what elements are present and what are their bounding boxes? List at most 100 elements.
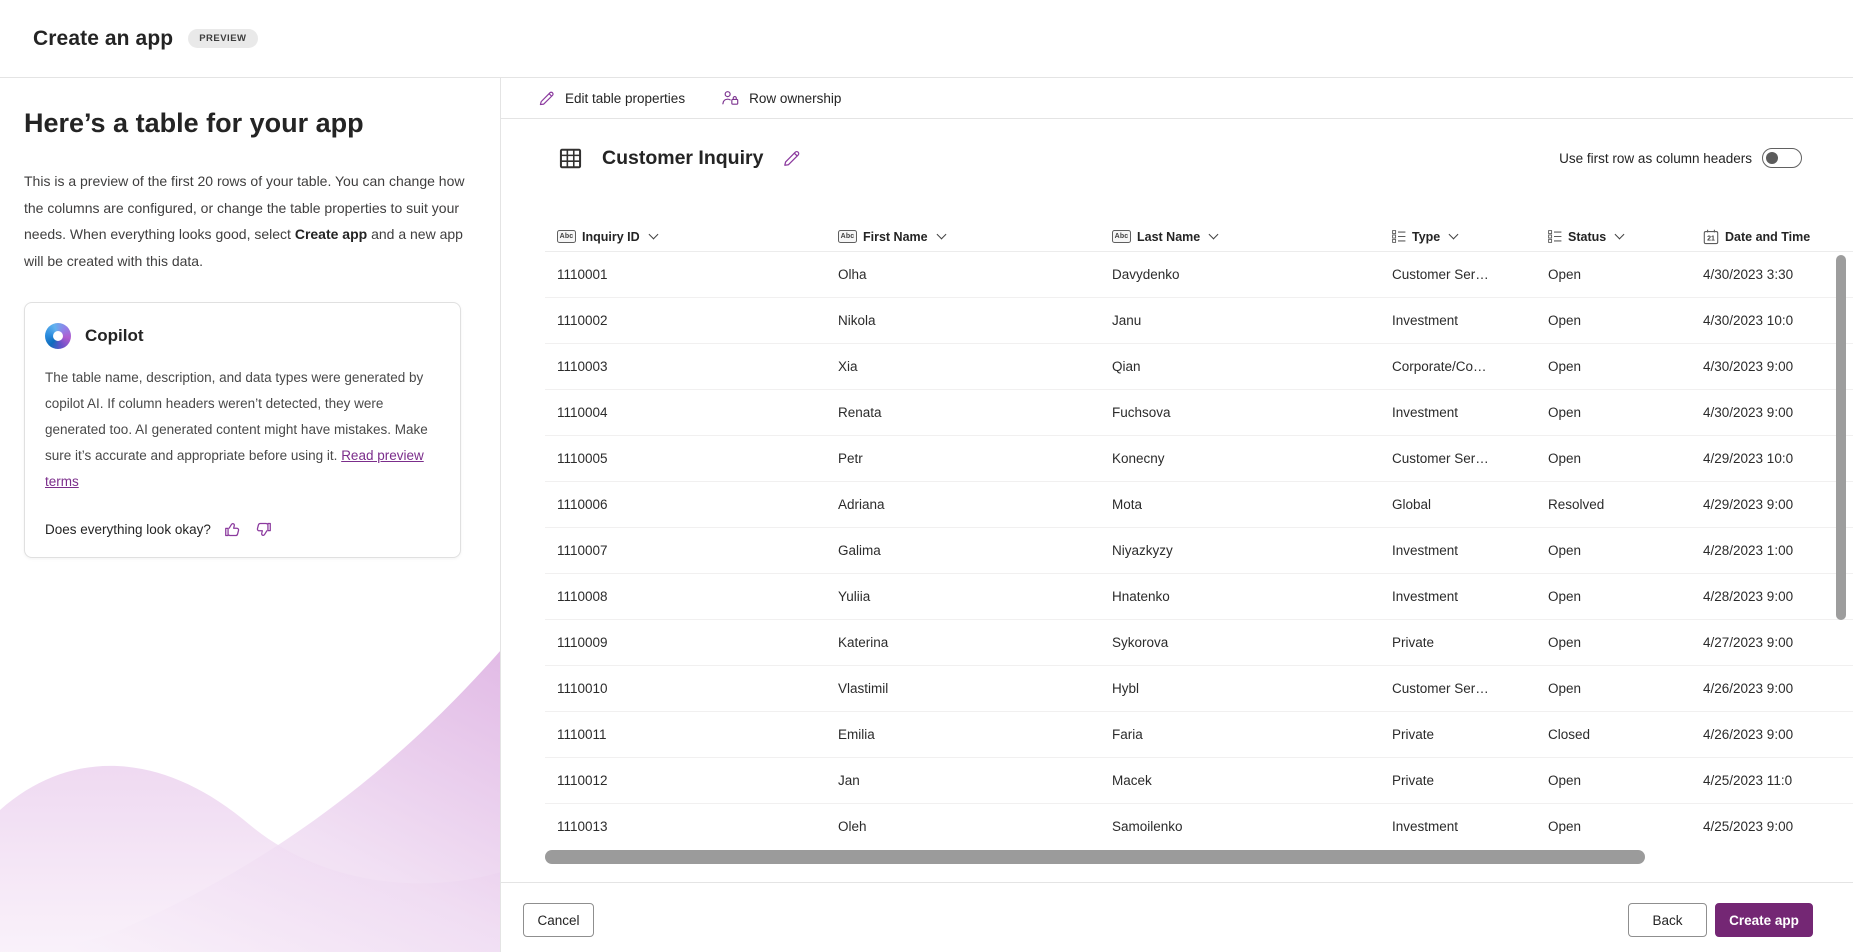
- cell-first-name: Galima: [838, 543, 881, 558]
- cell-date-time: 4/28/2023 1:00: [1703, 543, 1794, 558]
- cell-status: Open: [1548, 313, 1582, 328]
- cell-first-name: Oleh: [838, 819, 867, 834]
- cell-status: Open: [1548, 589, 1582, 604]
- cell-first-name: Katerina: [838, 635, 889, 650]
- cell-inquiry-id: 1110009: [557, 635, 608, 650]
- row-ownership-button[interactable]: Row ownership: [721, 89, 841, 108]
- cell-last-name: Macek: [1112, 773, 1152, 788]
- horizontal-scrollbar[interactable]: [545, 850, 1645, 864]
- cell-date-time: 4/30/2023 10:0: [1703, 313, 1794, 328]
- choice-icon: [1548, 230, 1562, 243]
- cell-first-name: Yuliia: [838, 589, 871, 604]
- copilot-feedback: Does everything look okay?: [45, 520, 273, 539]
- chevron-down-icon: [1614, 229, 1625, 240]
- column-header-type[interactable]: Type: [1392, 230, 1548, 244]
- pencil-icon: [537, 89, 556, 108]
- column-header-status[interactable]: Status: [1548, 230, 1703, 244]
- create-app-button[interactable]: Create app: [1715, 903, 1813, 937]
- row-ownership-label: Row ownership: [749, 90, 842, 106]
- column-header-label: Status: [1568, 229, 1607, 244]
- cell-type: Investment: [1392, 589, 1459, 604]
- table-row: 1110005 Petr Konecny Customer Ser… Open 4/29/…: [545, 436, 1853, 482]
- first-row-toggle[interactable]: [1762, 148, 1802, 168]
- cell-last-name: Samoilenko: [1112, 819, 1183, 834]
- decorative-waves: [0, 651, 500, 952]
- cell-status: Open: [1548, 773, 1582, 788]
- text-field-icon: Abc: [557, 230, 576, 243]
- column-header-label: Type: [1412, 229, 1441, 244]
- cell-inquiry-id: 1110011: [557, 727, 607, 742]
- cell-date-time: 4/28/2023 9:00: [1703, 589, 1794, 604]
- table-row: 1110010 Vlastimil Hybl Customer Ser… Open 4/2…: [545, 666, 1853, 712]
- cell-first-name: Renata: [838, 405, 882, 420]
- table-row: 1110008 Yuliia Hnatenko Investment Open 4/28/…: [545, 574, 1853, 620]
- column-header-label: Last Name: [1137, 229, 1201, 244]
- cell-status: Open: [1548, 451, 1582, 466]
- cell-last-name: Davydenko: [1112, 267, 1180, 282]
- cell-status: Open: [1548, 819, 1582, 834]
- cell-last-name: Qian: [1112, 359, 1141, 374]
- cell-date-time: 4/30/2023 3:30: [1703, 267, 1794, 282]
- cancel-button[interactable]: Cancel: [523, 903, 594, 937]
- read-preview-terms-link[interactable]: Read preview terms: [45, 448, 424, 489]
- copilot-logo-icon: [45, 323, 71, 349]
- table-row: 1110006 Adriana Mota Global Resolved 4/29/202…: [545, 482, 1853, 528]
- description-bold: Create app: [294, 226, 368, 242]
- table-row: 1110001 Olha Davydenko Customer Ser… Open 4/3…: [545, 252, 1853, 298]
- cell-date-time: 4/26/2023 9:00: [1703, 727, 1794, 742]
- cell-status: Open: [1548, 359, 1582, 374]
- cell-type: Private: [1392, 773, 1435, 788]
- cell-last-name: Hnatenko: [1112, 589, 1170, 604]
- table-row: 1110009 Katerina Sykorova Private Open 4/27/2…: [545, 620, 1853, 666]
- cell-last-name: Konecny: [1112, 451, 1165, 466]
- copilot-body-text: The table name, description, and data ty…: [45, 370, 428, 463]
- cell-date-time: 4/30/2023 9:00: [1703, 405, 1794, 420]
- back-button[interactable]: Back: [1628, 903, 1707, 937]
- edit-table-properties-button[interactable]: Edit table properties: [537, 89, 685, 108]
- cell-date-time: 4/29/2023 9:00: [1703, 497, 1794, 512]
- cell-inquiry-id: 1110004: [557, 405, 608, 420]
- cell-inquiry-id: 1110010: [557, 681, 608, 696]
- table-preview-panel: Edit table properties Row ownership Cust…: [501, 78, 1853, 952]
- footer-bar: Cancel Back Create app: [501, 882, 1853, 952]
- cell-status: Open: [1548, 405, 1582, 420]
- grid-body: 1110001 Olha Davydenko Customer Ser… Open 4/3…: [545, 252, 1853, 845]
- chevron-down-icon: [1208, 229, 1219, 240]
- table-title-row: Customer Inquiry Use first row as column…: [501, 130, 1853, 186]
- chevron-down-icon: [648, 229, 659, 240]
- table-row: 1110002 Nikola Janu Investment Open 4/30/2023…: [545, 298, 1853, 344]
- chevron-down-icon: [936, 229, 947, 240]
- cell-first-name: Xia: [838, 359, 858, 374]
- cell-inquiry-id: 1110003: [557, 359, 608, 374]
- cell-last-name: Janu: [1112, 313, 1142, 328]
- text-field-icon: Abc: [1112, 230, 1131, 243]
- cell-inquiry-id: 1110013: [557, 819, 608, 834]
- edit-table-properties-label: Edit table properties: [565, 90, 686, 106]
- cell-type: Investment: [1392, 313, 1459, 328]
- cell-date-time: 4/26/2023 9:00: [1703, 681, 1794, 696]
- preview-badge: PREVIEW: [188, 29, 258, 48]
- cell-inquiry-id: 1110005: [557, 451, 608, 466]
- column-header-date-time[interactable]: 21 Date and Time: [1703, 229, 1853, 245]
- column-header-first-name[interactable]: Abc First Name: [838, 230, 1112, 244]
- column-header-last-name[interactable]: Abc Last Name: [1112, 230, 1392, 244]
- chevron-down-icon: [1448, 229, 1459, 240]
- left-panel: Here’s a table for your app This is a pr…: [0, 78, 501, 952]
- cell-last-name: Sykorova: [1112, 635, 1169, 650]
- cell-type: Customer Ser…: [1392, 451, 1489, 466]
- cell-inquiry-id: 1110006: [557, 497, 608, 512]
- table-row: 1110004 Renata Fuchsova Investment Open 4/30/…: [545, 390, 1853, 436]
- cell-type: Investment: [1392, 405, 1459, 420]
- cell-type: Investment: [1392, 543, 1459, 558]
- cell-first-name: Petr: [838, 451, 863, 466]
- table-row: 1110003 Xia Qian Corporate/Co… Open 4/30/2023…: [545, 344, 1853, 390]
- thumbs-up-icon[interactable]: [223, 520, 242, 539]
- choice-icon: [1392, 230, 1406, 243]
- thumbs-down-icon[interactable]: [254, 520, 273, 539]
- copilot-title: Copilot: [85, 326, 144, 345]
- rename-table-pencil-icon[interactable]: [781, 148, 802, 169]
- column-header-inquiry-id[interactable]: Abc Inquiry ID: [557, 230, 838, 244]
- cell-type: Customer Ser…: [1392, 267, 1489, 282]
- vertical-scrollbar[interactable]: [1836, 255, 1846, 620]
- cell-date-time: 4/27/2023 9:00: [1703, 635, 1794, 650]
